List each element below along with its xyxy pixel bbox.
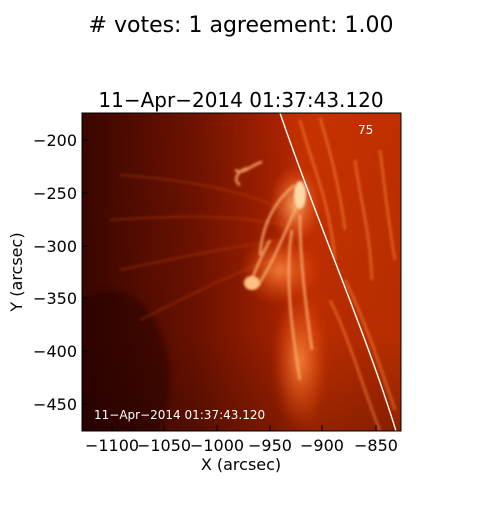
channel-label: 75 [358,123,373,137]
x-tick-label: −900 [300,436,344,455]
y-axis-label: Y (arcsec) [7,232,26,312]
x-axis-label: X (arcsec) [201,455,281,474]
x-tick-label: −1050 [137,436,191,455]
solar-image [82,113,401,431]
y-tick-label: −250 [33,184,77,203]
timestamp-overlay: 11−Apr−2014 01:37:43.120 [94,408,265,422]
limb-line [279,113,397,431]
x-tick-label: −1000 [190,436,244,455]
y-tick-label: −400 [33,342,77,361]
y-tick-label: −200 [33,131,77,150]
x-tick-label: −1100 [85,436,139,455]
y-axis: −200 −250 −300 −350 −400 −450 Y (arcsec) [7,131,88,414]
x-axis: −1100 −1050 −1000 −950 −900 −850 X (arcs… [85,425,398,474]
plot-frame [81,112,402,432]
page-title: # votes: 1 agreement: 1.00 [88,13,394,38]
y-tick-label: −300 [33,237,77,256]
image-title: 11−Apr−2014 01:37:43.120 [98,88,383,112]
x-tick-label: −950 [248,436,292,455]
y-tick-label: −450 [33,395,77,414]
y-tick-label: −350 [33,289,77,308]
x-tick-label: −850 [354,436,398,455]
